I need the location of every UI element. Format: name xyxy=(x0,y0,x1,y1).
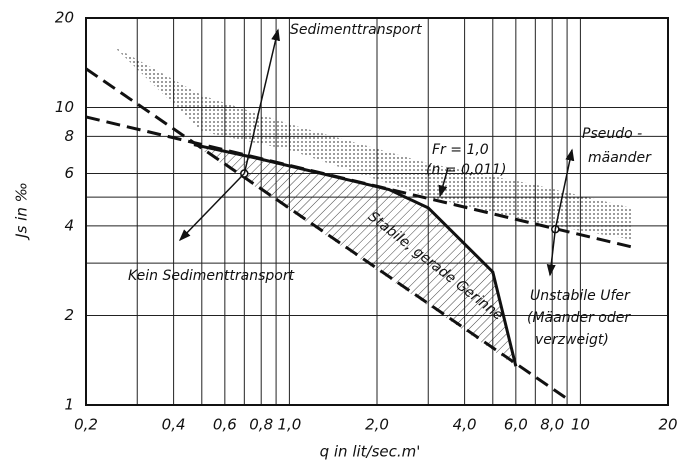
x-tick-label: 6,0 xyxy=(504,416,528,434)
x-tick-label: 8,0 xyxy=(540,416,564,434)
x-tick-label: 1,0 xyxy=(277,416,301,434)
annotation: Unstabile Ufer xyxy=(530,288,631,304)
annotation: Sedimenttransport xyxy=(290,22,422,38)
x-tick-label: 2,0 xyxy=(365,416,389,434)
region-hatch xyxy=(193,144,516,367)
x-tick-label: 4,0 xyxy=(453,416,477,434)
annotation: (n = 0,011) xyxy=(426,162,507,178)
arrow xyxy=(178,173,245,242)
arrow xyxy=(554,148,575,230)
annotation: mäander xyxy=(588,150,652,166)
x-tick-label: 20 xyxy=(658,416,677,434)
x-axis-label: q in lit/sec.m' xyxy=(320,443,421,461)
region-dots xyxy=(114,46,632,240)
y-tick-label: 20 xyxy=(55,9,74,27)
y-tick-label: 1 xyxy=(64,396,74,414)
y-axis-label: Js in ‰ xyxy=(13,182,31,241)
y-tick-label: 8 xyxy=(64,127,74,145)
plot-frame xyxy=(85,17,669,406)
arrow xyxy=(243,28,280,174)
x-tick-label: 0,4 xyxy=(162,416,186,434)
x-tick-label: 0,8 xyxy=(249,416,273,434)
line xyxy=(193,143,518,367)
arrow xyxy=(438,167,449,198)
x-tick-label: 10 xyxy=(571,416,590,434)
y-tick-label: 2 xyxy=(64,306,74,324)
x-tick-label: 0,2 xyxy=(74,416,98,434)
annotation: verzweigt) xyxy=(535,332,609,348)
arrow xyxy=(546,229,557,277)
annotation: Kein Sedimenttransport xyxy=(128,268,295,284)
line xyxy=(85,67,568,400)
annotation: Pseudo - xyxy=(582,126,642,142)
annotation: (Mäander oder xyxy=(527,310,631,326)
annotation: Fr = 1,0 xyxy=(432,142,489,158)
y-tick-label: 4 xyxy=(64,216,74,234)
y-tick-label: 10 xyxy=(55,98,74,116)
y-tick-label: 6 xyxy=(64,164,74,182)
x-tick-label: 0,6 xyxy=(213,416,237,434)
